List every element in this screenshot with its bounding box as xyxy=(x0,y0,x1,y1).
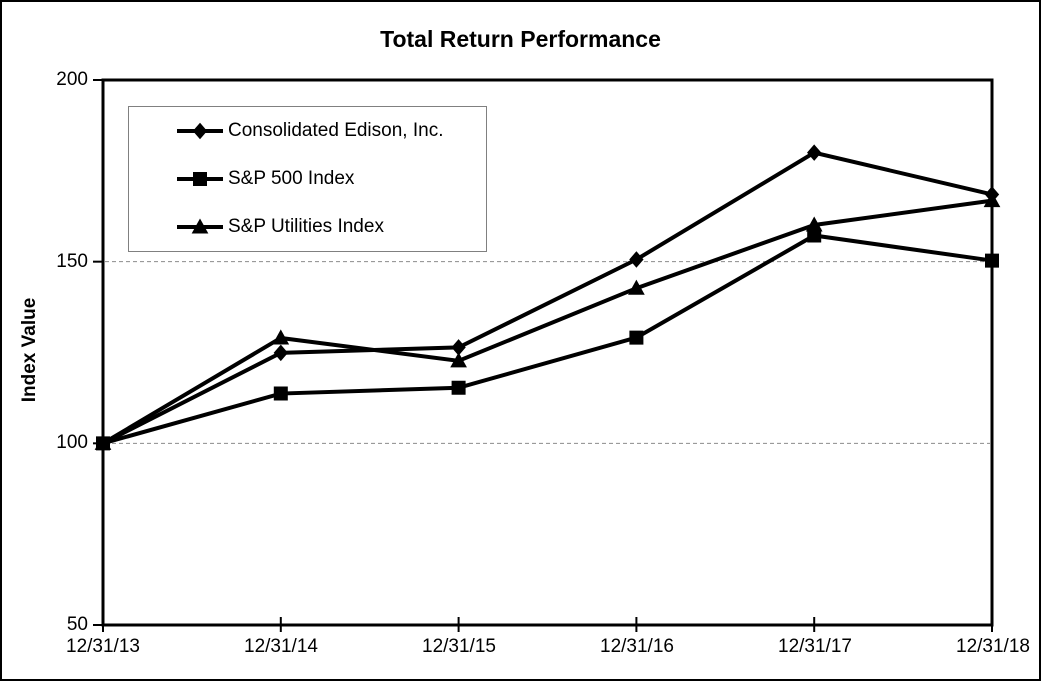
legend-entry-sp500: S&P 500 Index xyxy=(177,168,486,190)
x-tick-label-2013: 12/31/13 xyxy=(66,636,140,657)
diamond-marker-icon xyxy=(177,122,223,140)
y-tick-label-200: 200 xyxy=(56,69,88,90)
x-tick-label-2018: 12/31/18 xyxy=(956,636,1030,657)
legend: Consolidated Edison, Inc. S&P 500 Index … xyxy=(128,106,487,252)
y-axis-title: Index Value xyxy=(19,297,40,403)
x-tick-label-2014: 12/31/14 xyxy=(244,636,318,657)
x-tick-label-2017: 12/31/17 xyxy=(778,636,852,657)
y-tick-label-50: 50 xyxy=(66,614,88,635)
chart-title: Total Return Performance xyxy=(380,26,661,52)
y-tick-label-150: 150 xyxy=(56,251,88,272)
square-marker-icon xyxy=(177,172,223,186)
legend-label: S&P 500 Index xyxy=(228,168,355,189)
legend-label: Consolidated Edison, Inc. xyxy=(228,120,444,141)
y-tick-label-100: 100 xyxy=(56,432,88,453)
legend-entry-consolidated-edison: Consolidated Edison, Inc. xyxy=(177,120,486,142)
legend-entry-sp-utilities: S&P Utilities Index xyxy=(177,216,486,238)
legend-label: S&P Utilities Index xyxy=(228,216,384,237)
x-tick-label-2015: 12/31/15 xyxy=(422,636,496,657)
x-tick-label-2016: 12/31/16 xyxy=(600,636,674,657)
triangle-marker-icon xyxy=(177,218,223,234)
